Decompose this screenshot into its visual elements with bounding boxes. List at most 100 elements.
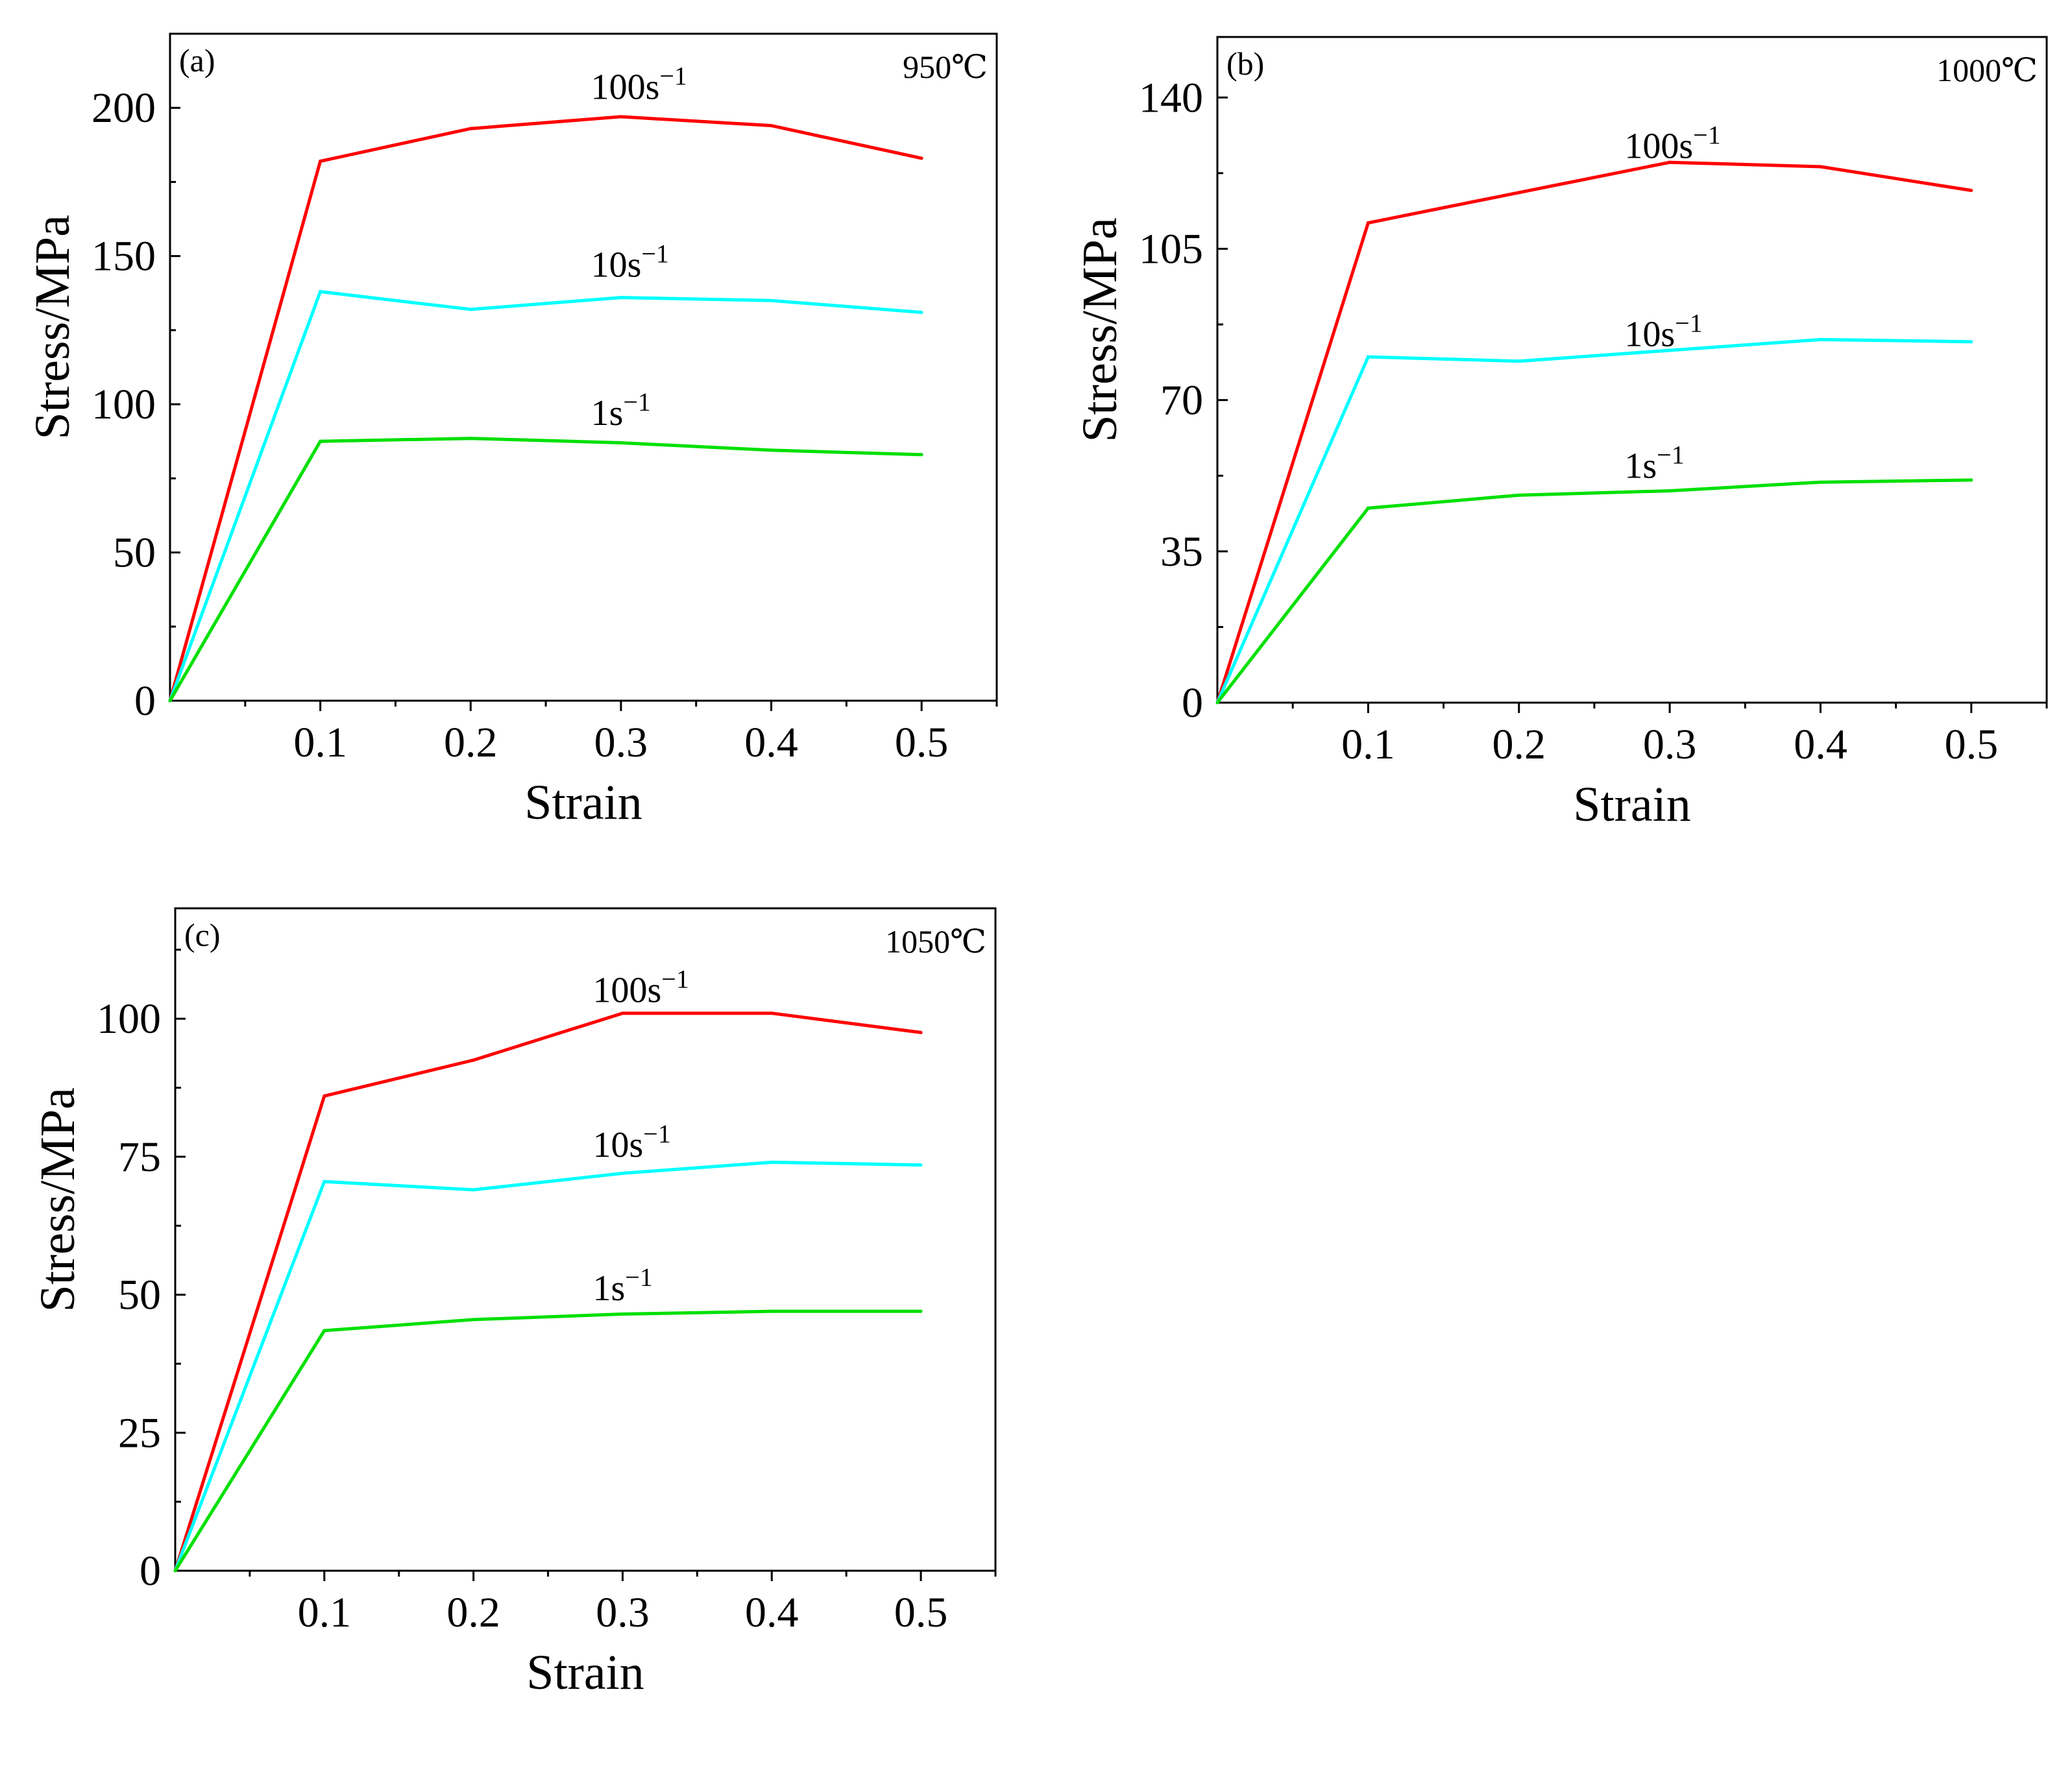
data-point-1s xyxy=(323,1329,326,1333)
y-axis-title: Stress/MPa xyxy=(30,1087,85,1312)
y-tick-label: 100 xyxy=(97,995,161,1043)
data-point-100s xyxy=(1517,191,1521,195)
data-point-100s xyxy=(323,1094,326,1098)
series-label-10s: 10s−1 xyxy=(592,1119,670,1165)
x-tick-label: 0.1 xyxy=(293,719,347,766)
y-tick-label: 100 xyxy=(91,381,156,428)
x-tick-label: 0.3 xyxy=(1643,721,1697,768)
data-point-1s xyxy=(1366,506,1370,510)
y-tick-label: 150 xyxy=(91,233,156,280)
series-line-1s xyxy=(1216,478,1971,704)
x-tick-label: 0.2 xyxy=(444,719,498,766)
series-line-100s xyxy=(1215,160,1972,703)
plot-frame xyxy=(174,907,997,1572)
series-line-10s xyxy=(1215,337,1971,703)
x-tick-label: 0.4 xyxy=(744,719,798,766)
y-tick-label: 25 xyxy=(118,1409,161,1457)
data-point-1s xyxy=(173,1569,177,1573)
x-tick-label: 0.5 xyxy=(1945,721,1999,768)
series-line-100s xyxy=(173,1011,921,1571)
series-label-100s: 100s−1 xyxy=(1624,121,1720,167)
data-point-1s xyxy=(619,441,623,445)
data-point-100s xyxy=(919,1030,923,1034)
x-tick-label: 0.4 xyxy=(1794,721,1847,768)
x-tick-label: 0.5 xyxy=(894,1589,948,1636)
chart-panel-a: 0 50 100 150 200 0.1 0.2 0.3 0.4 0.5 Strain Stress/… xyxy=(25,32,998,830)
panel-label: (c) xyxy=(184,917,221,953)
data-point-100s xyxy=(1668,160,1672,164)
y-tick-label: 50 xyxy=(118,1272,161,1319)
data-point-1s xyxy=(1668,489,1672,493)
data-point-10s xyxy=(920,310,923,314)
data-point-10s xyxy=(770,1160,774,1164)
y-tick-label: 70 xyxy=(1160,377,1203,424)
data-point-100s xyxy=(770,124,774,128)
data-point-1s xyxy=(920,453,923,457)
data-point-10s xyxy=(323,1180,326,1183)
data-point-100s xyxy=(920,156,923,160)
data-point-1s xyxy=(472,1318,476,1322)
y-tick-label: 35 xyxy=(1160,528,1203,575)
chart-panel-c: 0 25 50 75 100 0.1 0.2 0.3 0.4 0.5 Strain Stress/MP… xyxy=(30,907,997,1700)
y-tick-label: 50 xyxy=(113,529,156,577)
series-line-10s xyxy=(168,289,922,701)
series-label-10s: 10s−1 xyxy=(591,239,669,285)
data-point-100s xyxy=(472,1058,476,1062)
data-point-10s xyxy=(469,308,472,311)
panel-label: (a) xyxy=(179,42,215,79)
series-label-exponent: −1 xyxy=(643,1119,671,1148)
data-point-1s xyxy=(319,439,323,443)
data-point-1s xyxy=(770,1309,774,1313)
series-label-exponent: −1 xyxy=(625,1263,653,1292)
x-axis-title: Strain xyxy=(524,775,642,830)
data-point-1s xyxy=(1517,493,1521,497)
temperature-label: 1000℃ xyxy=(1936,52,2038,88)
data-point-10s xyxy=(319,289,323,293)
data-point-10s xyxy=(919,1163,923,1167)
series-label-exponent: −1 xyxy=(1657,441,1685,470)
series-label-1s: 1s−1 xyxy=(1624,441,1684,487)
x-tick-label: 0.3 xyxy=(596,1589,650,1636)
x-tick-label: 0.1 xyxy=(1341,721,1395,768)
series-label-exponent: −1 xyxy=(641,239,669,269)
x-axis-title: Strain xyxy=(526,1645,644,1700)
series-line-10s xyxy=(173,1160,921,1571)
data-point-1s xyxy=(620,1312,624,1316)
y-tick-label: 105 xyxy=(1139,225,1203,272)
data-point-100s xyxy=(469,127,472,130)
x-tick-label: 0.3 xyxy=(594,719,648,766)
data-point-1s xyxy=(770,448,774,452)
temperature-label: 950℃ xyxy=(903,49,988,85)
x-tick-label: 0.5 xyxy=(895,719,949,766)
data-point-100s xyxy=(1818,165,1822,169)
series-line-1s xyxy=(173,1309,921,1572)
data-point-100s xyxy=(1969,189,1973,193)
series-label-100s: 100s−1 xyxy=(592,965,689,1011)
data-point-10s xyxy=(1818,337,1822,341)
series-line-100s xyxy=(168,115,922,701)
panel-label: (b) xyxy=(1226,45,1264,82)
data-point-1s xyxy=(1215,701,1219,705)
x-axis-title: Strain xyxy=(1573,777,1691,832)
series-label-exponent: −1 xyxy=(1693,121,1721,150)
y-tick-label: 140 xyxy=(1139,74,1203,121)
y-tick-label: 0 xyxy=(134,677,156,725)
data-point-100s xyxy=(1366,221,1370,224)
temperature-label: 1050℃ xyxy=(885,923,986,960)
x-tick-label: 0.4 xyxy=(745,1589,799,1636)
y-tick-label: 0 xyxy=(140,1547,161,1595)
data-point-10s xyxy=(1969,340,1973,344)
data-point-10s xyxy=(770,298,774,302)
x-tick-label: 0.2 xyxy=(1492,721,1546,768)
series-label-exponent: −1 xyxy=(659,62,687,91)
plot-frame xyxy=(169,32,998,702)
data-point-10s xyxy=(1517,359,1521,363)
series-label-1s: 1s−1 xyxy=(591,387,651,433)
data-point-1s xyxy=(919,1309,923,1313)
y-axis-title: Stress/MPa xyxy=(25,215,80,439)
plot-frame xyxy=(1216,36,2048,704)
chart-panel-b: 0 35 70 105 140 0.1 0.2 0.3 0.4 0.5 Strain Stress/M… xyxy=(1073,36,2048,832)
series-label-exponent: −1 xyxy=(1675,308,1703,337)
data-point-10s xyxy=(620,1171,624,1175)
